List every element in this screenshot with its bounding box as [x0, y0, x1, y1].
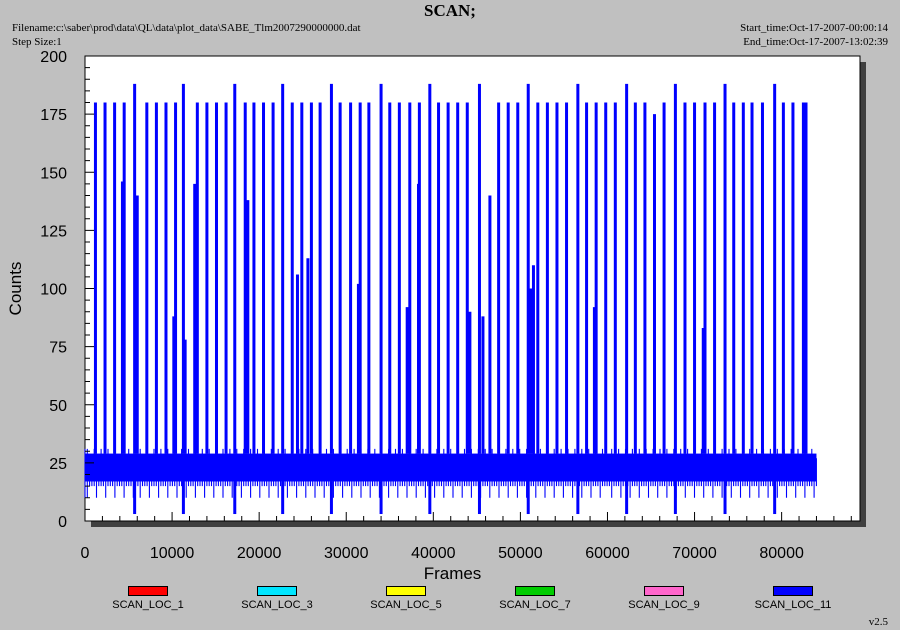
y-tick-label-1: 25 — [49, 456, 67, 473]
y-tick-label-0: 0 — [58, 514, 67, 531]
legend-swatch-3 — [515, 586, 555, 596]
y-tick-label-6: 150 — [40, 165, 67, 182]
end-time-label: End_time:Oct-17-2007-13:02:39 — [743, 36, 888, 48]
legend-swatch-5 — [773, 586, 813, 596]
legend-label-5: SCAN_LOC_11 — [754, 599, 832, 611]
legend-swatch-1 — [257, 586, 297, 596]
x-tick-label-4: 40000 — [411, 545, 456, 562]
start-time-label: Start_time:Oct-17-2007-00:00:14 — [740, 22, 888, 34]
x-tick-label-8: 80000 — [759, 545, 804, 562]
y-tick-label-3: 75 — [49, 340, 67, 357]
legend-swatch-4 — [644, 586, 684, 596]
x-tick-label-6: 60000 — [585, 545, 630, 562]
plot-area — [84, 55, 861, 522]
y-tick-label-4: 100 — [40, 282, 67, 299]
filename-label: Filename:c:\saber\prod\data\QL\data\plot… — [12, 22, 361, 34]
legend-label-3: SCAN_LOC_7 — [499, 599, 571, 611]
x-tick-label-7: 70000 — [672, 545, 717, 562]
version-label: v2.5 — [868, 616, 888, 628]
y-axis-label: Counts — [6, 262, 25, 316]
chart-title: SCAN; — [424, 1, 476, 20]
y-tick-label-7: 175 — [40, 107, 67, 124]
baseline-noise — [84, 448, 817, 498]
legend-swatch-2 — [386, 586, 426, 596]
y-tick-label-5: 125 — [40, 223, 67, 240]
x-tick-label-3: 30000 — [324, 545, 369, 562]
x-tick-label-0: 0 — [81, 545, 90, 562]
step-size-label: Step Size:1 — [12, 36, 62, 48]
x-tick-label-2: 20000 — [237, 545, 282, 562]
y-tick-label-8: 200 — [40, 49, 67, 66]
legend-label-1: SCAN_LOC_3 — [241, 599, 313, 611]
x-axis-label: Frames — [424, 564, 482, 583]
legend-label-0: SCAN_LOC_1 — [112, 599, 184, 611]
x-tick-label-1: 10000 — [150, 545, 195, 562]
legend-label-4: SCAN_LOC_9 — [628, 599, 700, 611]
legend-label-2: SCAN_LOC_5 — [370, 599, 442, 611]
y-tick-label-2: 50 — [49, 398, 67, 415]
legend-swatch-0 — [128, 586, 168, 596]
x-tick-label-5: 50000 — [498, 545, 543, 562]
